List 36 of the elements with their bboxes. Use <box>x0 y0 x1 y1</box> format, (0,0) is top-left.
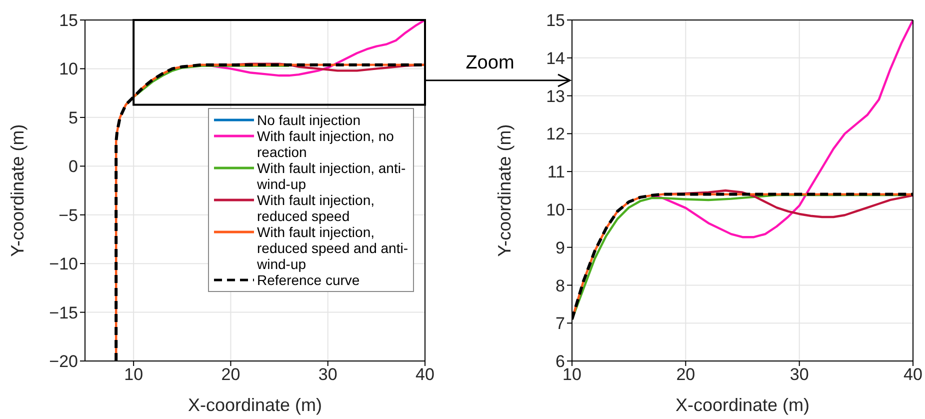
y-axis-title: Y-coordinate (m) <box>7 124 28 257</box>
x-tick-label: 30 <box>790 365 809 384</box>
y-tick-label: 15 <box>59 11 78 30</box>
y-tick-label: 10 <box>59 60 78 79</box>
y-tick-label: −10 <box>49 254 78 274</box>
x-tick-label: 10 <box>124 365 144 384</box>
y-tick-label: 12 <box>546 124 565 144</box>
y-tick-label: 6 <box>556 352 565 372</box>
y-tick-label: −5 <box>58 206 78 225</box>
x-axis-title: X-coordinate (m) <box>675 395 810 415</box>
x-axis-title: X-coordinate (m) <box>188 395 322 415</box>
y-axis-title: Y-coordinate (m) <box>494 124 514 257</box>
legend-label: No fault injection <box>257 112 361 128</box>
y-tick-label: −15 <box>49 303 78 322</box>
y-tick-label: 10 <box>546 200 565 220</box>
y-tick-label: 0 <box>68 157 78 176</box>
y-tick-label: 8 <box>556 276 565 296</box>
y-tick-label: 13 <box>546 86 565 106</box>
y-tick-label: 14 <box>546 48 565 68</box>
y-tick-label: 11 <box>547 162 565 182</box>
y-tick-label: 15 <box>546 11 565 30</box>
x-tick-label: 20 <box>676 365 696 384</box>
y-tick-label: −20 <box>49 352 78 372</box>
x-tick-label: 40 <box>904 365 922 384</box>
y-tick-label: 5 <box>68 108 78 128</box>
legend-label: With fault injection, anti-wind-up <box>257 160 407 192</box>
x-tick-label: 30 <box>318 365 338 384</box>
legend-label: Reference curve <box>257 272 360 288</box>
legend-label: With fault injection, reduced speed <box>257 192 376 224</box>
legend-label: With fault injection, no reaction <box>257 128 395 160</box>
y-tick-label: 7 <box>556 314 565 334</box>
text: Zoom <box>466 52 514 74</box>
x-tick-label: 20 <box>221 365 240 384</box>
legend-label: With fault injection, reduced speed and anti-wind-up <box>257 224 409 272</box>
y-tick-label: 9 <box>556 238 565 258</box>
x-tick-label: 40 <box>416 365 434 384</box>
